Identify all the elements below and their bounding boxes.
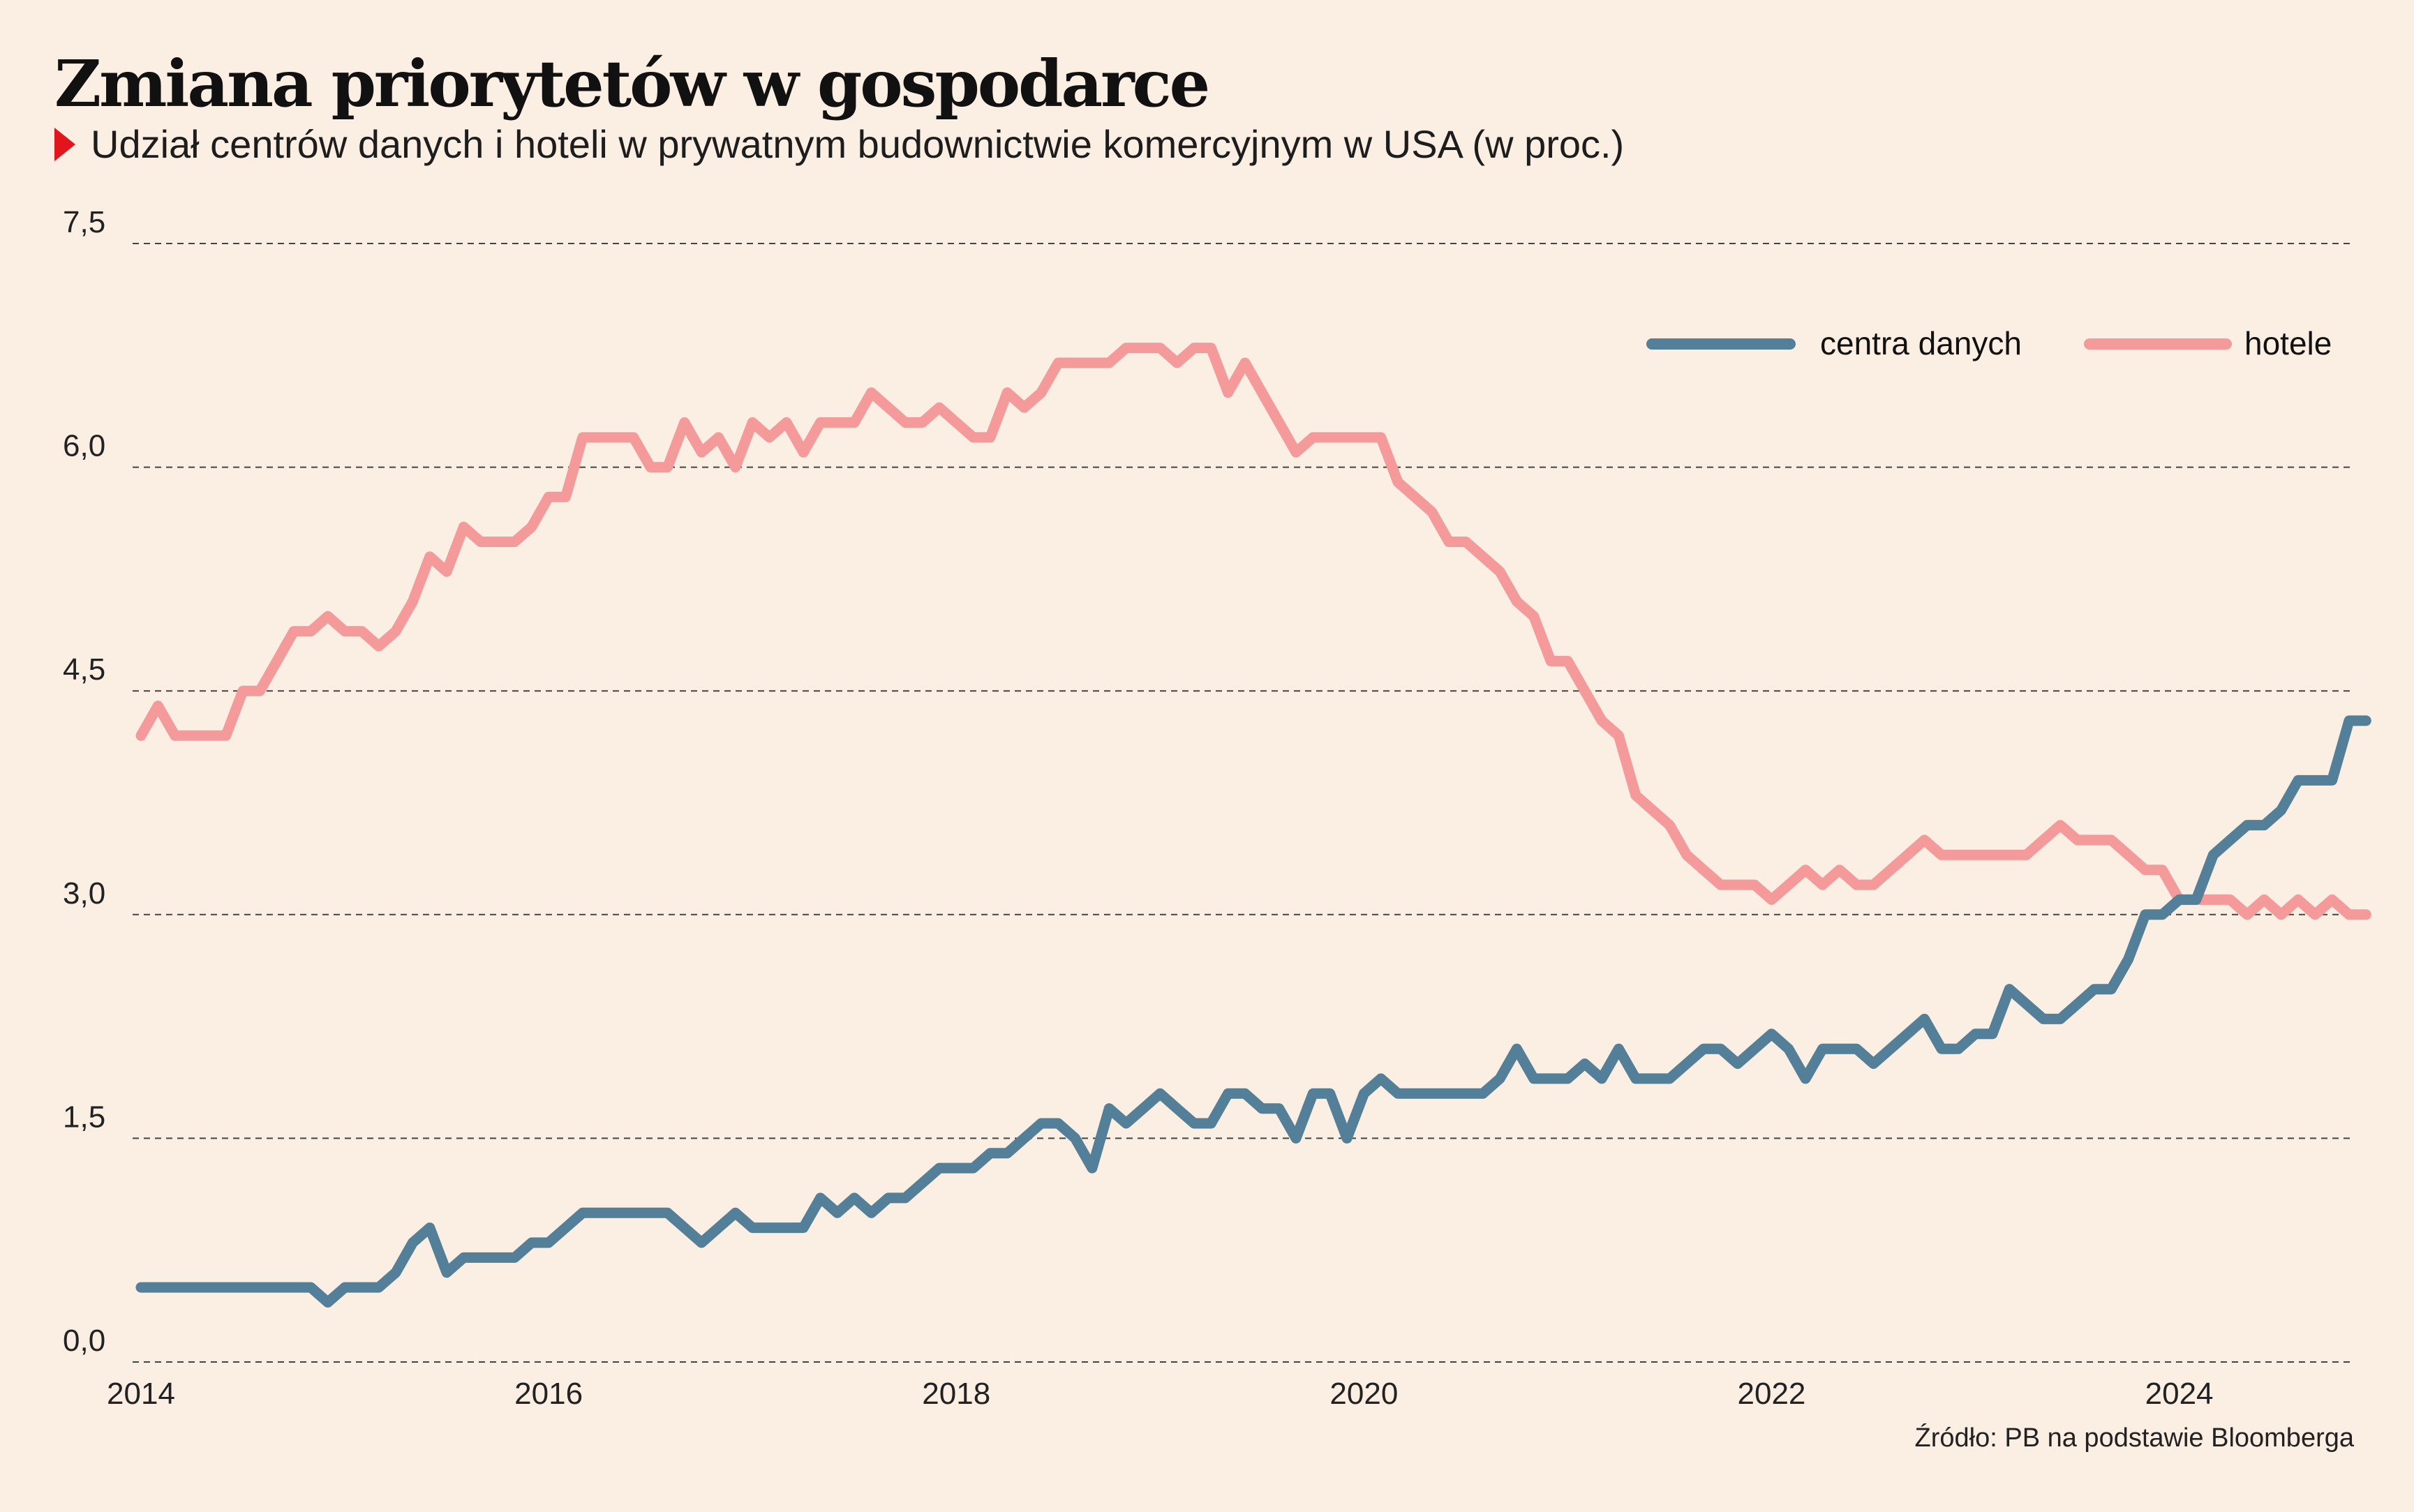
legend-label: centra danych: [1820, 325, 2022, 361]
x-tick-label: 2016: [514, 1377, 583, 1411]
y-tick-label: 1,5: [63, 1100, 105, 1134]
x-tick-label: 2014: [107, 1377, 175, 1411]
chart-title: Zmiana priorytetów w gospodarce: [54, 46, 1210, 121]
source-note: Źródło: PB na podstawie Bloomberga: [1914, 1423, 2354, 1453]
y-tick-label: 3,0: [63, 876, 105, 911]
x-tick-label: 2018: [922, 1377, 990, 1411]
y-tick-label: 0,0: [63, 1324, 105, 1358]
series-lines: [135, 343, 2371, 1308]
x-axis: 2014 2016 2018 2020 2022 2024: [107, 1377, 2213, 1411]
red-triangle-icon: [54, 127, 75, 161]
x-tick-label: 2022: [1738, 1377, 1806, 1411]
chart-subtitle: Udział centrów danych i hoteli w prywatn…: [54, 123, 1624, 166]
series-line-hotele: [135, 343, 2371, 920]
y-tick-label: 7,5: [63, 205, 105, 239]
y-tick-label: 4,5: [63, 652, 105, 687]
y-tick-label: 6,0: [63, 429, 105, 463]
y-axis: 0,0 1,5 3,0 4,5 6,0 7,5: [63, 205, 105, 1358]
series-line-centra-danych: [135, 715, 2371, 1308]
x-tick-label: 2024: [2145, 1377, 2214, 1411]
subtitle-text: Udział centrów danych i hoteli w prywatn…: [91, 122, 1625, 166]
legend-label: hotele: [2244, 325, 2332, 361]
legend: centra danych hotele: [1646, 325, 2332, 361]
x-tick-label: 2020: [1329, 1377, 1398, 1411]
grid-lines: [133, 243, 2353, 1363]
